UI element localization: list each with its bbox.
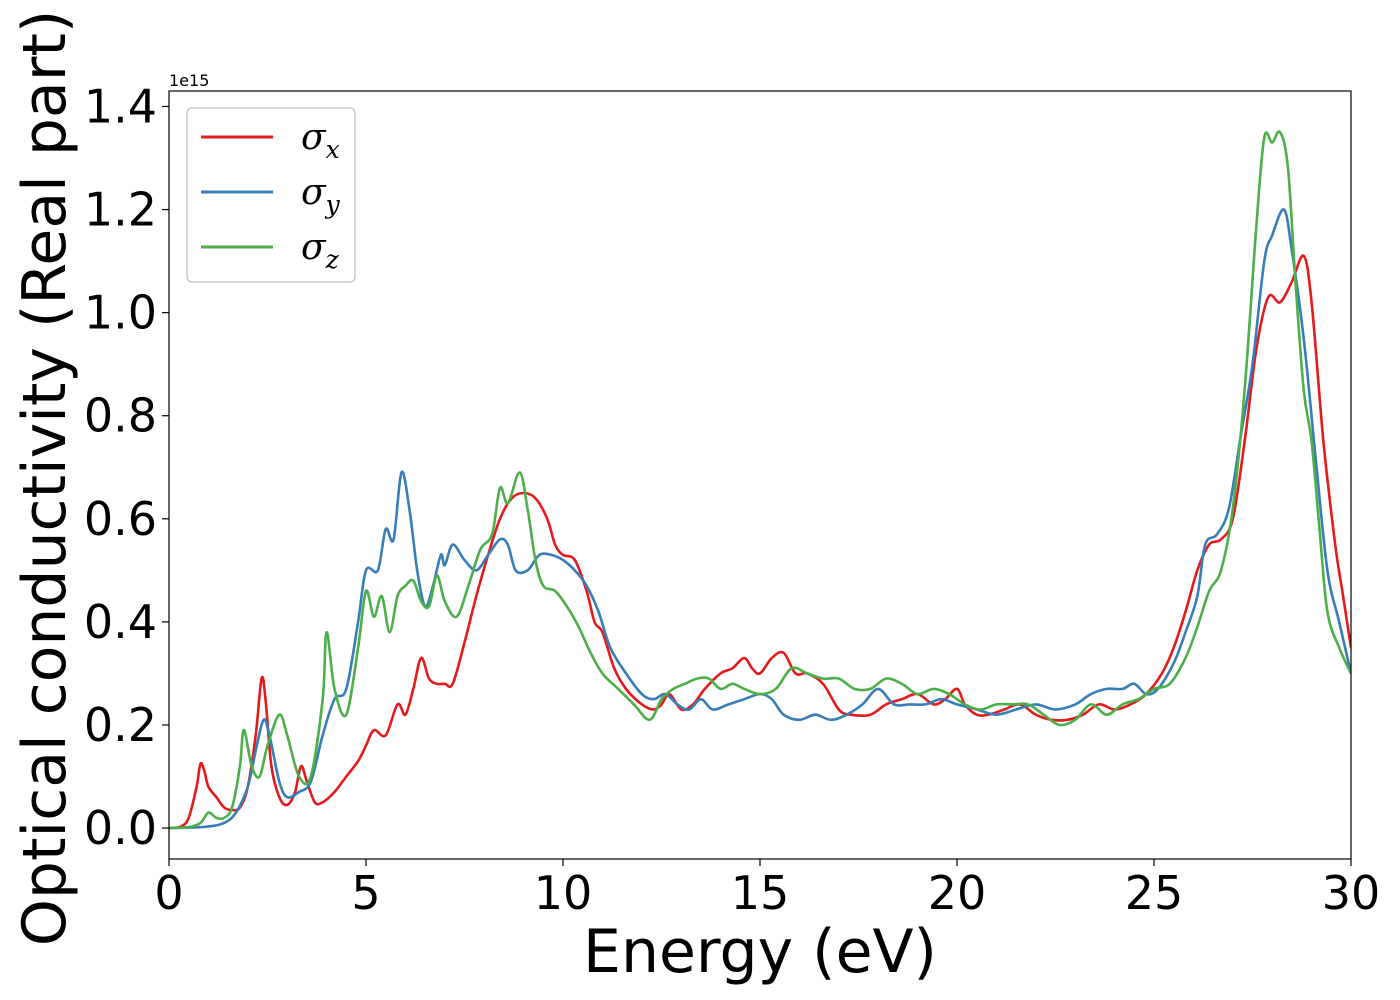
legend-label-z: σz (301, 227, 340, 274)
x-tick-label: 0 (154, 866, 183, 920)
legend-items: σx σy σz (201, 117, 341, 274)
series-line-y (169, 208, 1351, 830)
x-tick-label: 5 (351, 866, 380, 920)
legend-label-x: σx (301, 117, 340, 164)
y-axis-ticks: 0.0 0.2 0.4 0.6 0.8 1.0 1.2 1.4 (84, 79, 169, 855)
y-tick-label: 0.6 (84, 492, 157, 546)
series-line-z (169, 130, 1351, 830)
x-axis-ticks: 0 5 10 15 20 25 30 (154, 859, 1380, 920)
y-tick-label: 0.0 (84, 801, 157, 855)
y-tick-label: 1.4 (84, 79, 157, 133)
x-tick-label: 10 (534, 866, 593, 920)
y-tick-label: 0.2 (84, 698, 157, 752)
y-offset-label: 1e15 (169, 71, 209, 90)
y-tick-label: 0.4 (84, 595, 157, 649)
x-tick-label: 15 (731, 866, 790, 920)
series-layer (169, 130, 1351, 830)
y-axis-title: Optical conductivity (Real part) (10, 10, 80, 947)
series-line-x (169, 254, 1351, 830)
x-axis-title: Energy (eV) (583, 917, 937, 987)
x-tick-label: 20 (928, 866, 987, 920)
y-tick-label: 1.2 (84, 183, 157, 237)
y-tick-label: 0.8 (84, 389, 157, 443)
legend: σx σy σz (186, 107, 356, 283)
legend-box (186, 107, 356, 283)
x-tick-label: 30 (1322, 866, 1381, 920)
x-tick-label: 25 (1125, 866, 1184, 920)
y-tick-label: 1.0 (84, 286, 157, 340)
legend-label-y: σy (301, 172, 341, 219)
